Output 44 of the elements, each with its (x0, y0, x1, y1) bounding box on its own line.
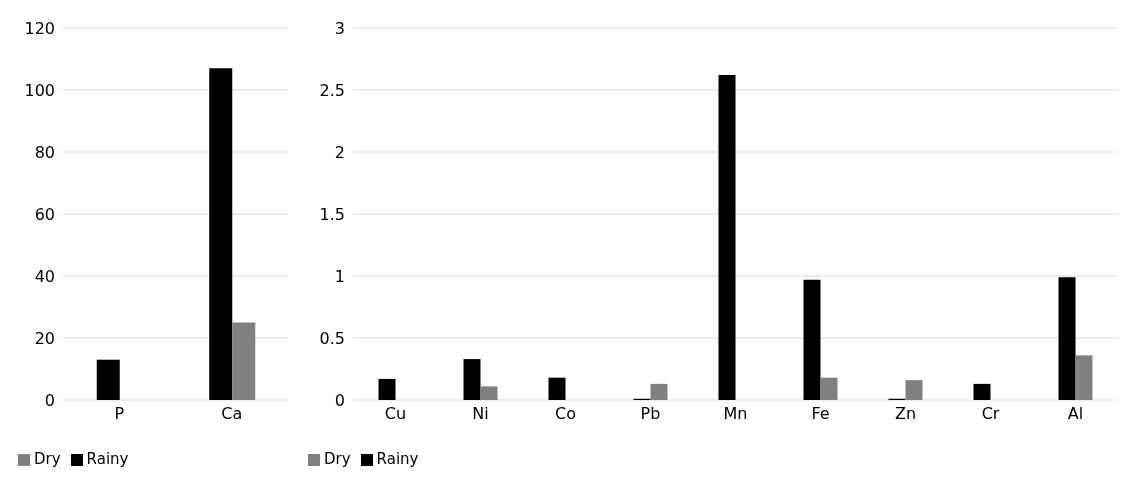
y-tick-label: 0 (334, 390, 345, 410)
y-tick-label: 120 (24, 18, 55, 38)
x-tick-label: Al (1067, 404, 1084, 424)
bar (480, 386, 498, 400)
bar (1058, 277, 1076, 400)
bar (973, 383, 991, 400)
y-tick-label: 40 (34, 266, 55, 286)
x-tick-label: Pb (640, 404, 661, 424)
x-tick-label: Mn (723, 404, 748, 424)
x-tick-label: P (114, 404, 125, 424)
x-tick-label: Ni (472, 404, 489, 424)
bar (718, 75, 736, 400)
bar (1075, 355, 1093, 400)
x-tick-label: Cu (384, 404, 407, 424)
x-tick-label: Co (555, 404, 576, 424)
bar (378, 378, 396, 400)
y-tick-label: 20 (34, 328, 55, 348)
bar (232, 322, 256, 400)
y-tick-label: 2.5 (319, 80, 345, 100)
bar (96, 359, 120, 400)
legend-label: Rainy (86, 450, 129, 468)
bar (905, 380, 923, 400)
bar (820, 377, 838, 400)
y-tick-label: 1 (334, 266, 345, 286)
x-tick-label: Ca (221, 404, 243, 424)
legend-label: Dry (34, 450, 61, 468)
x-tick-label: Zn (894, 404, 917, 424)
bar (209, 68, 233, 400)
y-tick-label: 0 (44, 390, 55, 410)
bar (803, 279, 821, 400)
legend-label: Rainy (376, 450, 419, 468)
x-tick-label: Cr (981, 404, 1000, 424)
y-tick-label: 60 (34, 204, 55, 224)
y-tick-label: 100 (24, 80, 55, 100)
y-tick-label: 0.5 (319, 328, 345, 348)
y-tick-label: 80 (34, 142, 55, 162)
bar (650, 383, 668, 400)
bar (548, 377, 566, 400)
y-tick-label: 2 (334, 142, 345, 162)
x-tick-label: Fe (811, 404, 830, 424)
bar (463, 359, 481, 400)
y-tick-label: 3 (334, 18, 345, 38)
legend-label: Dry (324, 450, 351, 468)
y-tick-label: 1.5 (319, 204, 345, 224)
